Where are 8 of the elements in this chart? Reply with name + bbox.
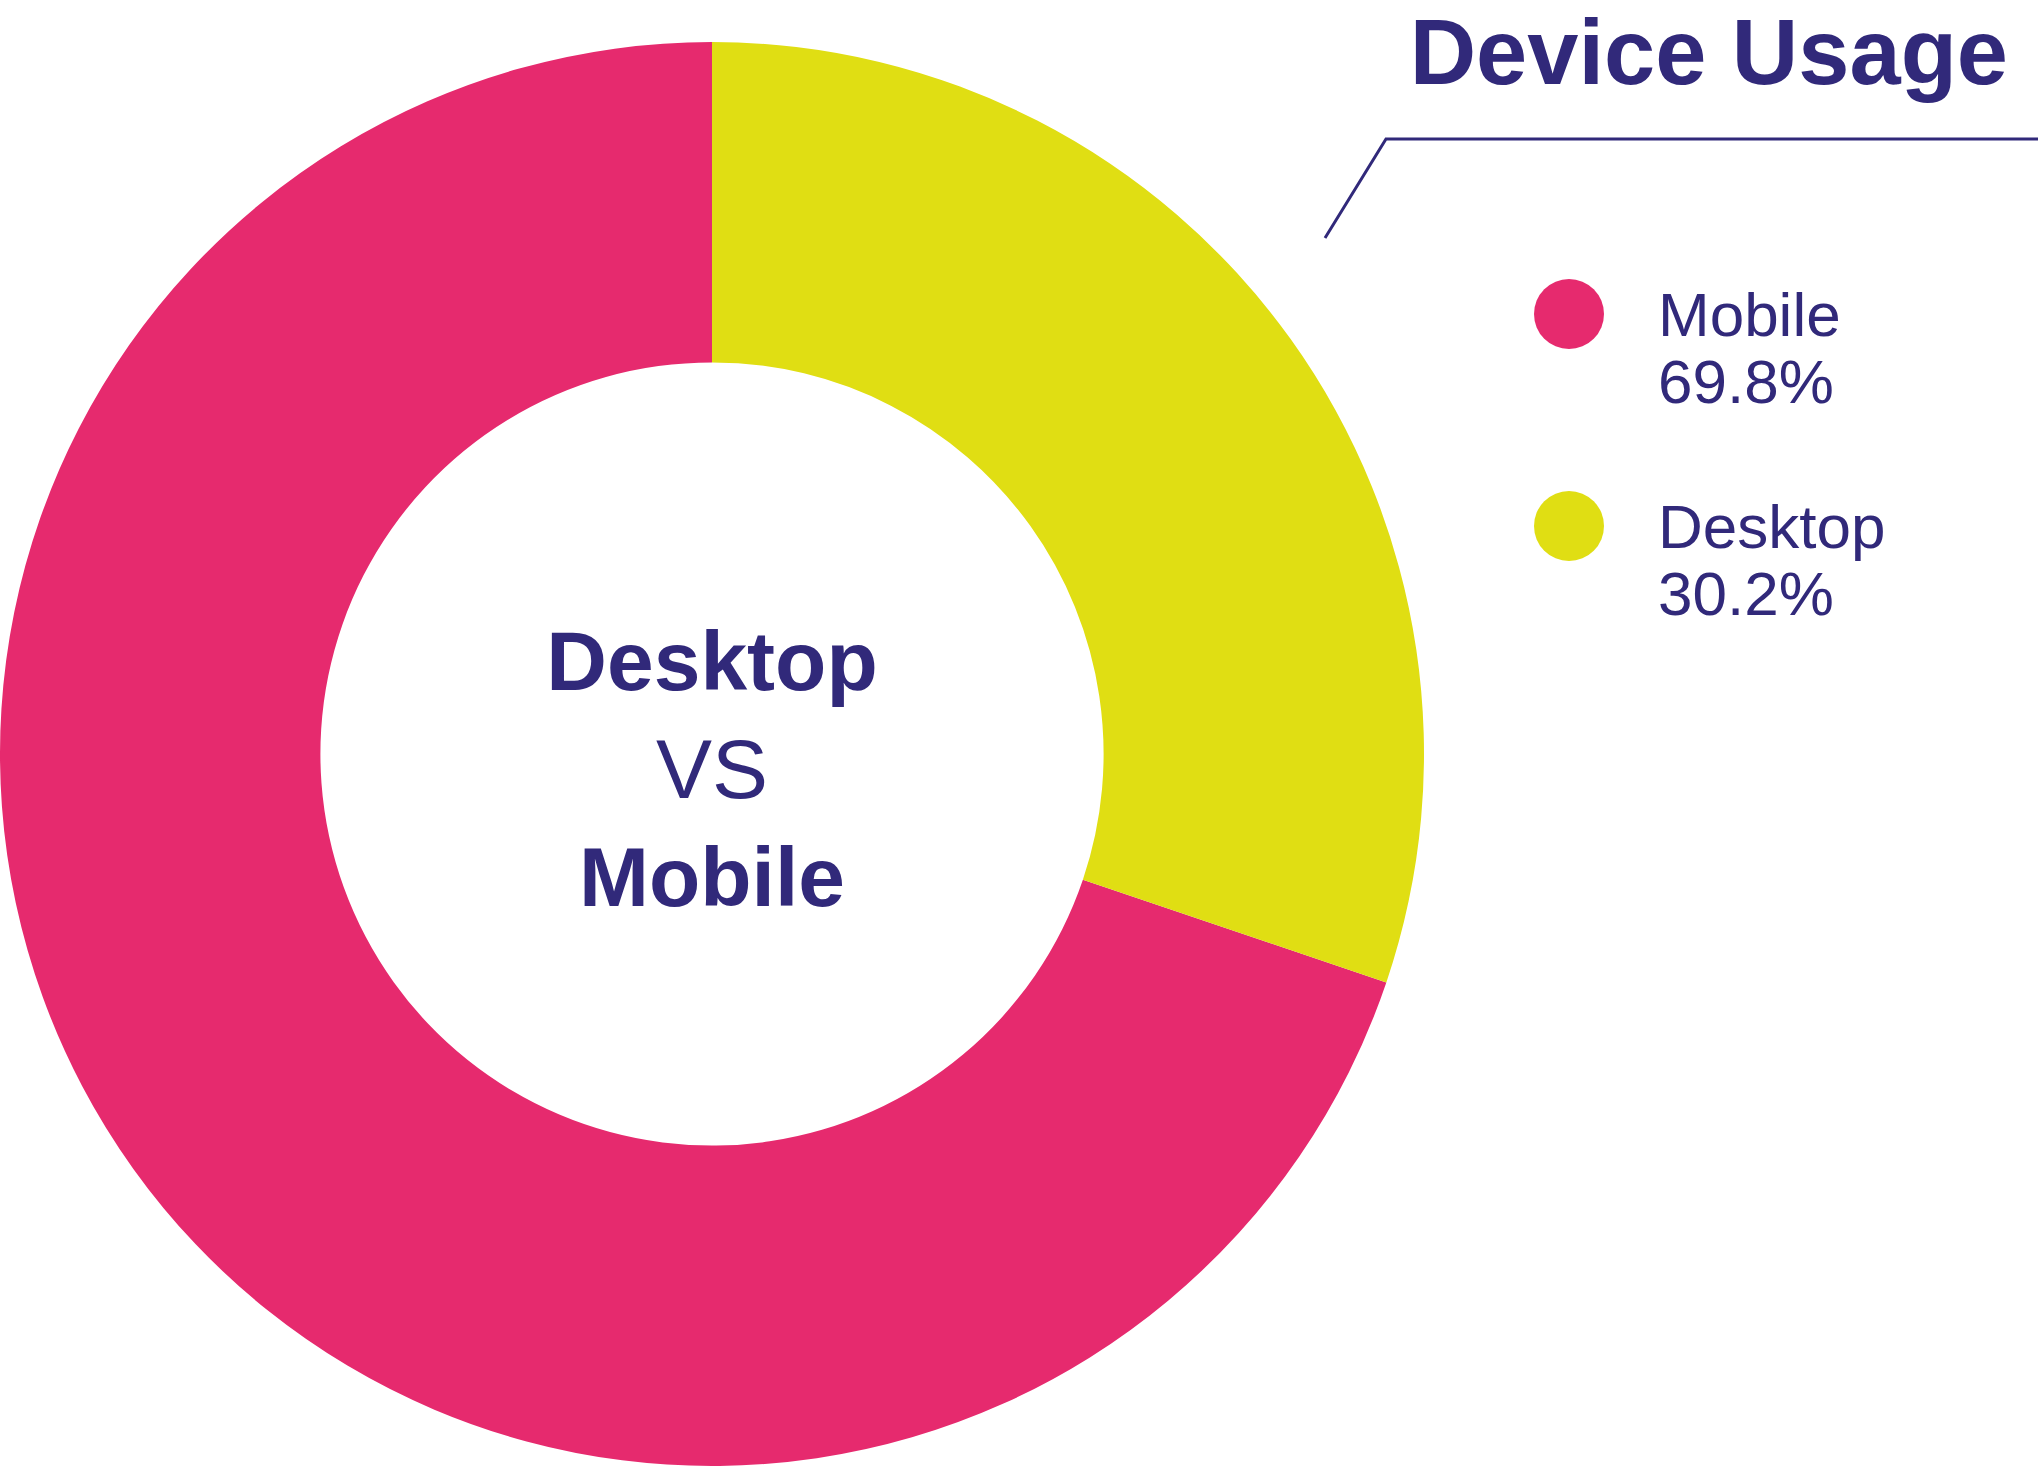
data-label: 30.2% bbox=[1658, 559, 1834, 628]
data-label: 69.8% bbox=[1658, 347, 1834, 416]
text: Desktop bbox=[546, 614, 878, 708]
legend-label: Mobile bbox=[1658, 280, 1841, 349]
text: VS bbox=[655, 722, 769, 816]
text: Mobile bbox=[579, 830, 845, 924]
legend-label: Desktop bbox=[1658, 492, 1886, 561]
chart-title: Device Usage bbox=[1409, 1, 2008, 103]
